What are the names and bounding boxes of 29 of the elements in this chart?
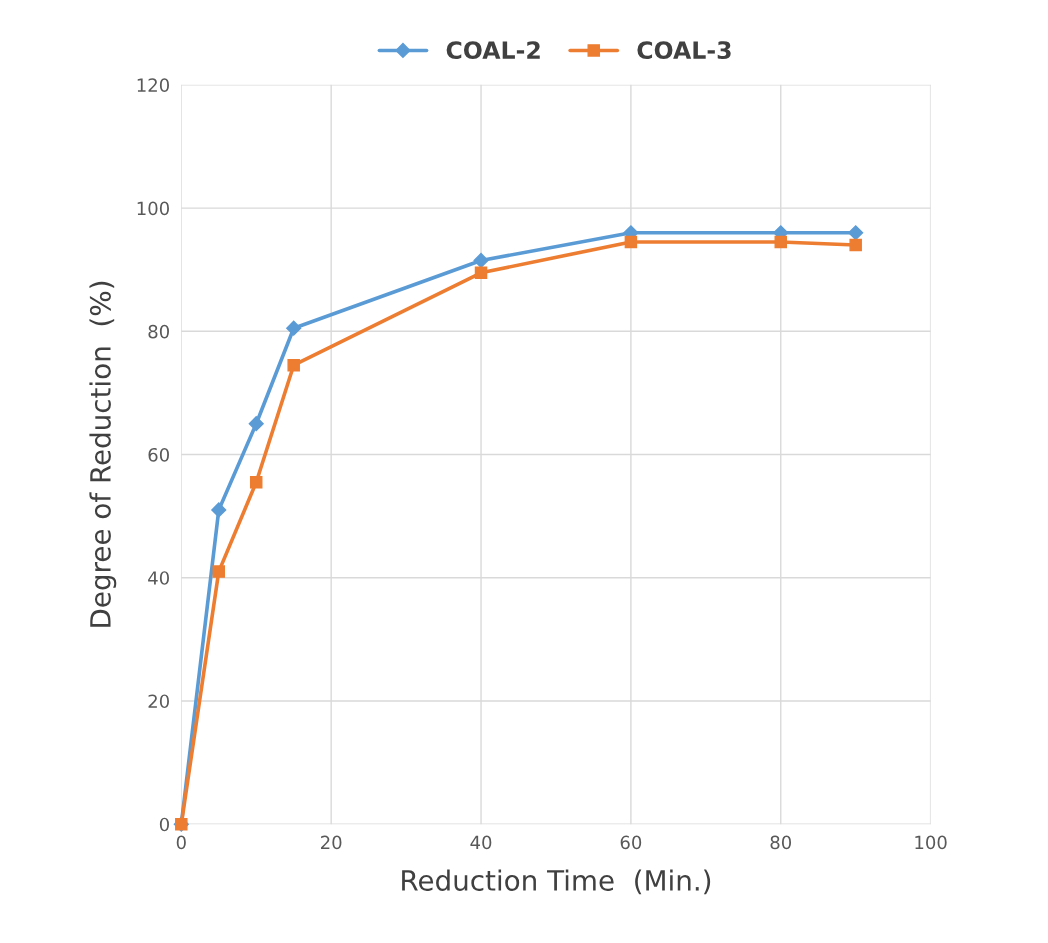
point bbox=[249, 475, 263, 489]
x-axis-title: Reduction Time (Min.) bbox=[402, 869, 711, 895]
y-tick-label: 0 bbox=[159, 817, 169, 832]
point bbox=[848, 225, 864, 241]
x-tick-label: 0 bbox=[176, 835, 186, 850]
y-axis-title: Degree of Reduction (%) bbox=[89, 281, 117, 627]
point bbox=[774, 235, 788, 249]
y-tick-label: 40 bbox=[148, 571, 169, 585]
point bbox=[624, 235, 638, 249]
point bbox=[287, 358, 300, 372]
point bbox=[849, 238, 862, 252]
x-tick-label: 80 bbox=[770, 835, 792, 850]
y-tick-label: 20 bbox=[148, 694, 169, 709]
x-tick-label: 60 bbox=[620, 835, 642, 850]
legend-label: COAL-2 bbox=[446, 41, 540, 60]
point bbox=[474, 266, 488, 280]
y-tick-label: 100 bbox=[137, 201, 169, 216]
y-tick-label: 60 bbox=[148, 447, 169, 462]
point bbox=[248, 416, 264, 432]
x-tick-label: 20 bbox=[321, 835, 342, 850]
point bbox=[212, 565, 226, 578]
point bbox=[286, 320, 302, 336]
x-tick-label: 100 bbox=[915, 835, 947, 850]
y-tick-label: 80 bbox=[148, 324, 169, 339]
point bbox=[211, 502, 227, 518]
x-tick-label: 40 bbox=[470, 835, 492, 850]
y-tick-label: 120 bbox=[137, 78, 169, 92]
legend-label: COAL-3 bbox=[637, 41, 731, 60]
point bbox=[473, 252, 489, 269]
